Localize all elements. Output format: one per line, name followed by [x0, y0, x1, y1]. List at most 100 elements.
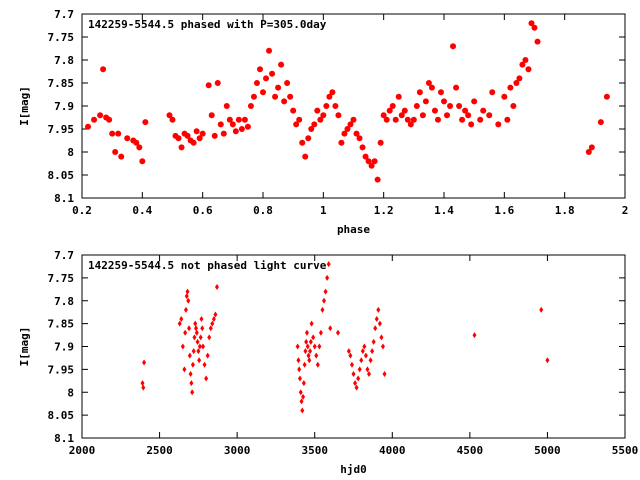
x-tick-label: 3500	[301, 444, 328, 457]
y-tick-label: 7.7	[54, 249, 74, 262]
data-point	[311, 334, 316, 341]
x-tick-label: 4500	[457, 444, 484, 457]
data-point	[205, 82, 212, 89]
data-point	[389, 103, 396, 109]
data-point	[133, 139, 140, 146]
data-point	[189, 380, 194, 387]
data-point	[468, 121, 475, 128]
data-point	[190, 389, 195, 396]
data-point	[278, 61, 285, 68]
data-point	[180, 343, 185, 350]
data-point	[204, 375, 209, 382]
data-point	[290, 107, 297, 114]
data-point	[356, 375, 361, 382]
data-point	[211, 316, 216, 323]
data-point	[422, 98, 429, 105]
data-point	[329, 89, 336, 96]
data-point	[308, 338, 313, 345]
data-point	[431, 107, 438, 114]
data-point	[311, 121, 318, 128]
data-point	[374, 176, 381, 183]
data-point	[507, 84, 514, 91]
data-point	[341, 130, 348, 137]
data-point	[462, 107, 469, 114]
data-point	[410, 116, 417, 123]
data-point	[142, 359, 147, 366]
data-point	[186, 297, 191, 304]
data-point	[314, 352, 319, 359]
y-tick-label: 7.75	[48, 31, 75, 44]
y-tick-label: 7.7	[54, 8, 74, 21]
data-point	[305, 135, 312, 142]
data-point	[354, 384, 359, 391]
data-point	[187, 352, 192, 359]
data-point	[272, 93, 279, 100]
data-point	[344, 126, 351, 132]
x-tick-label: 0.4	[132, 204, 152, 217]
y-tick-label: 8.05	[48, 169, 75, 182]
data-point	[196, 135, 203, 142]
data-point	[308, 348, 313, 355]
x-tick-label: 3000	[224, 444, 251, 457]
data-point	[287, 93, 294, 100]
data-point	[293, 121, 300, 128]
data-point	[253, 80, 260, 86]
data-point	[177, 320, 182, 327]
phased-light-curve-panel: 0.2 0.4 0.6 0.8 1 1.2 1.4 1.6 1.8 2 7.7 7.75 7.8 7.85…	[18, 8, 628, 236]
data-point	[472, 332, 477, 339]
data-point	[182, 366, 187, 373]
data-point	[296, 357, 301, 364]
data-point	[112, 149, 119, 155]
data-point	[190, 139, 197, 146]
data-point	[380, 343, 385, 350]
data-point	[371, 338, 376, 345]
data-point	[91, 116, 98, 123]
data-point	[328, 325, 333, 332]
data-point	[301, 393, 306, 400]
y-tick-label: 7.8	[54, 295, 74, 308]
data-point	[208, 112, 215, 119]
phased-chart-title: 142259-5544.5 phased with P=305.0day	[88, 18, 327, 31]
data-point	[597, 119, 604, 126]
data-point	[477, 116, 484, 123]
data-point	[256, 66, 263, 73]
data-point	[184, 293, 189, 300]
x-tick-label: 0.8	[253, 204, 273, 217]
data-point	[516, 75, 523, 82]
data-point	[183, 306, 188, 313]
data-point	[326, 93, 333, 100]
unphased-chart-title: 142259-5544.5 not phased light curve	[88, 259, 327, 272]
data-point	[199, 316, 204, 323]
data-point	[407, 121, 414, 128]
data-point	[377, 320, 382, 327]
data-point	[368, 162, 375, 169]
data-point	[528, 20, 535, 27]
data-point	[190, 361, 195, 368]
data-point	[169, 116, 176, 123]
data-point	[100, 66, 107, 73]
data-point	[379, 334, 384, 341]
data-point	[425, 80, 432, 86]
data-point	[199, 130, 206, 137]
data-point	[373, 325, 378, 332]
data-point	[284, 80, 291, 86]
data-point	[501, 93, 508, 100]
data-point	[398, 112, 405, 119]
data-point	[266, 47, 273, 54]
data-point	[260, 89, 266, 96]
data-point	[193, 320, 198, 327]
data-point	[447, 103, 454, 109]
x-tick-label: 0.6	[193, 204, 213, 217]
y-tick-label: 8.05	[48, 409, 75, 422]
data-point	[416, 89, 423, 96]
data-point	[263, 75, 270, 82]
y-tick-label: 8	[67, 386, 74, 399]
y-tick-label: 7.9	[54, 341, 74, 354]
data-point	[320, 306, 325, 313]
data-point	[371, 158, 378, 165]
data-point	[301, 380, 306, 387]
data-point	[346, 348, 351, 355]
data-point	[85, 123, 92, 130]
y-tick-label: 7.8	[54, 54, 74, 67]
data-point	[349, 361, 354, 368]
